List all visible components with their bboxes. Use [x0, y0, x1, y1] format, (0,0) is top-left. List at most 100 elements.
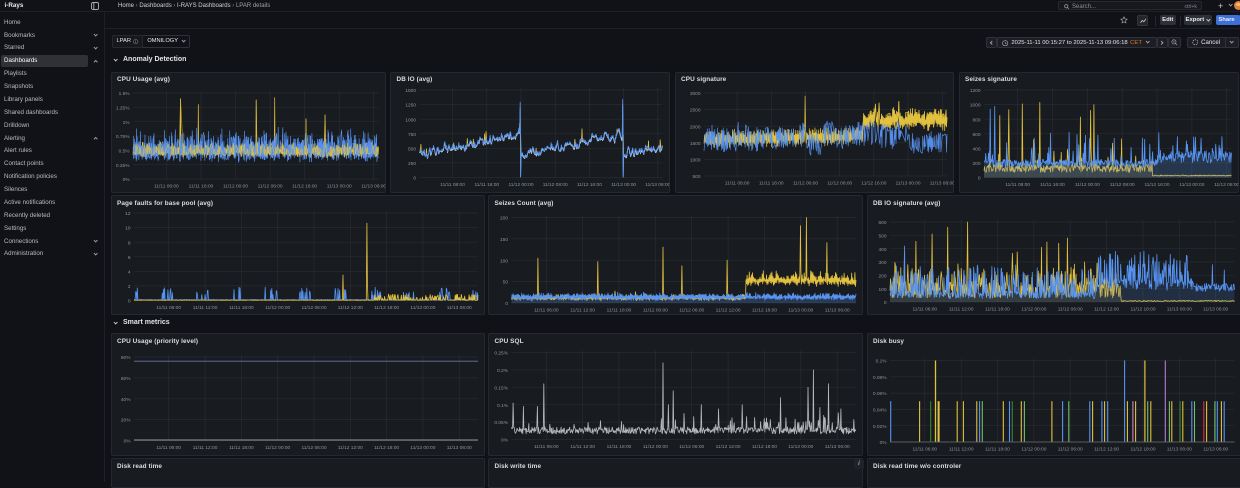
svg-text:11/12 00:00: 11/12 00:00	[223, 183, 248, 189]
svg-text:11/11 18:00: 11/11 18:00	[985, 446, 1010, 452]
svg-text:11/11 06:00: 11/11 06:00	[156, 305, 181, 311]
svg-text:60%: 60%	[121, 376, 131, 382]
svg-text:1500: 1500	[405, 88, 416, 94]
svg-text:200: 200	[972, 161, 980, 167]
svg-text:11/11 18:00: 11/11 18:00	[607, 307, 632, 313]
svg-text:11/13 00:00: 11/13 00:00	[1167, 446, 1192, 452]
svg-text:600: 600	[972, 132, 980, 138]
svg-text:400: 400	[972, 146, 980, 152]
svg-text:11/13 08:00: 11/13 08:00	[1214, 182, 1239, 188]
svg-text:11/13 00:00: 11/13 00:00	[1167, 306, 1192, 312]
svg-text:11/11 08:00: 11/11 08:00	[725, 180, 750, 186]
svg-text:11/13 00:00: 11/13 00:00	[611, 182, 636, 188]
svg-text:11/12 00:00: 11/12 00:00	[265, 305, 290, 311]
svg-text:11/11 08:00: 11/11 08:00	[154, 183, 179, 189]
svg-text:11/12 00:00: 11/12 00:00	[793, 180, 818, 186]
svg-text:11/11 18:00: 11/11 18:00	[607, 444, 632, 450]
svg-text:1000: 1000	[970, 103, 981, 109]
svg-text:11/12 12:00: 11/12 12:00	[1094, 446, 1119, 452]
svg-text:11/12 00:00: 11/12 00:00	[265, 445, 290, 451]
svg-text:11/12 16:00: 11/12 16:00	[861, 180, 886, 186]
svg-text:11/12 18:00: 11/12 18:00	[1131, 306, 1156, 312]
svg-text:11/11 06:00: 11/11 06:00	[534, 444, 559, 450]
svg-text:0: 0	[413, 176, 416, 182]
svg-text:20%: 20%	[121, 418, 131, 424]
svg-text:0.1%: 0.1%	[497, 403, 509, 409]
svg-text:150: 150	[500, 237, 508, 243]
svg-text:0.75%: 0.75%	[116, 134, 130, 140]
svg-text:11/13 06:00: 11/13 06:00	[447, 445, 472, 451]
svg-text:100: 100	[878, 287, 886, 293]
svg-text:600: 600	[878, 220, 886, 226]
svg-text:11/12 06:00: 11/12 06:00	[679, 444, 704, 450]
svg-text:11/12 06:00: 11/12 06:00	[1058, 446, 1083, 452]
svg-text:80%: 80%	[121, 355, 131, 361]
svg-text:11/12 18:00: 11/12 18:00	[752, 444, 777, 450]
svg-text:11/13 06:00: 11/13 06:00	[447, 305, 472, 311]
svg-text:11/12 00:00: 11/12 00:00	[1021, 306, 1046, 312]
svg-text:11/11 06:00: 11/11 06:00	[912, 306, 937, 312]
svg-text:11/11 16:00: 11/11 16:00	[759, 180, 784, 186]
svg-text:0.5%: 0.5%	[119, 148, 131, 154]
svg-text:0: 0	[978, 176, 981, 182]
svg-text:300: 300	[878, 260, 886, 266]
svg-text:11/11 12:00: 11/11 12:00	[193, 445, 218, 451]
svg-text:0.2%: 0.2%	[497, 368, 509, 374]
svg-text:11/12 06:00: 11/12 06:00	[1058, 306, 1083, 312]
svg-text:11/11 06:00: 11/11 06:00	[912, 446, 937, 452]
svg-text:11/11 12:00: 11/11 12:00	[570, 444, 595, 450]
svg-text:11/12 16:00: 11/12 16:00	[292, 183, 317, 189]
svg-text:11/11 18:00: 11/11 18:00	[229, 305, 254, 311]
svg-text:11/13 08:00: 11/13 08:00	[645, 182, 670, 188]
svg-text:11/11 06:00: 11/11 06:00	[156, 445, 181, 451]
svg-text:200: 200	[878, 273, 886, 279]
svg-text:11/12 06:00: 11/12 06:00	[302, 305, 327, 311]
svg-text:11/13 00:00: 11/13 00:00	[1179, 182, 1204, 188]
svg-text:0.05%: 0.05%	[494, 420, 508, 426]
svg-text:11/12 00:00: 11/12 00:00	[643, 444, 668, 450]
svg-text:11/11 16:00: 11/11 16:00	[189, 183, 214, 189]
svg-text:12: 12	[125, 211, 131, 217]
svg-text:11/13 06:00: 11/13 06:00	[825, 444, 850, 450]
svg-text:0: 0	[884, 300, 887, 306]
svg-text:50: 50	[503, 280, 509, 286]
svg-text:750: 750	[408, 132, 416, 138]
svg-text:100: 100	[500, 258, 508, 264]
svg-text:0: 0	[505, 301, 508, 307]
svg-text:11/13 00:00: 11/13 00:00	[410, 305, 435, 311]
svg-text:11/12 12:00: 11/12 12:00	[338, 305, 363, 311]
svg-text:11/13 06:00: 11/13 06:00	[1203, 446, 1228, 452]
svg-text:0.1%: 0.1%	[876, 359, 888, 365]
svg-text:11/11 12:00: 11/11 12:00	[570, 307, 595, 313]
svg-text:11/11 16:00: 11/11 16:00	[474, 182, 499, 188]
svg-text:4: 4	[128, 269, 131, 275]
svg-text:11/12 08:00: 11/12 08:00	[827, 180, 852, 186]
svg-text:11/13 00:00: 11/13 00:00	[896, 180, 921, 186]
svg-text:0%: 0%	[124, 439, 132, 445]
svg-text:3000: 3000	[690, 91, 701, 97]
svg-text:11/12 18:00: 11/12 18:00	[374, 445, 399, 451]
svg-text:1.5%: 1.5%	[119, 91, 131, 97]
svg-text:11/13 00:00: 11/13 00:00	[788, 444, 813, 450]
svg-text:11/12 18:00: 11/12 18:00	[752, 307, 777, 313]
svg-text:11/11 06:00: 11/11 06:00	[534, 307, 559, 313]
svg-text:40%: 40%	[121, 397, 131, 403]
svg-text:500: 500	[692, 174, 700, 180]
svg-text:1200: 1200	[970, 88, 981, 94]
svg-text:500: 500	[878, 233, 886, 239]
svg-text:11/12 00:00: 11/12 00:00	[643, 307, 668, 313]
svg-text:11/13 08:00: 11/13 08:00	[930, 180, 955, 186]
svg-text:1000: 1000	[405, 117, 416, 123]
svg-text:11/12 06:00: 11/12 06:00	[679, 307, 704, 313]
svg-text:11/12 06:00: 11/12 06:00	[302, 445, 327, 451]
svg-text:11/12 12:00: 11/12 12:00	[716, 307, 741, 313]
svg-text:11/11 12:00: 11/11 12:00	[193, 305, 218, 311]
svg-text:0%: 0%	[123, 177, 131, 183]
svg-text:11/12 00:00: 11/12 00:00	[1021, 446, 1046, 452]
svg-text:11/13 08:00: 11/13 08:00	[361, 183, 386, 189]
svg-text:11/12 12:00: 11/12 12:00	[1094, 306, 1119, 312]
svg-text:11/12 08:00: 11/12 08:00	[543, 182, 568, 188]
svg-text:11/12 00:00: 11/12 00:00	[509, 182, 534, 188]
svg-text:2000: 2000	[690, 124, 701, 130]
svg-text:11/11 08:00: 11/11 08:00	[440, 182, 465, 188]
